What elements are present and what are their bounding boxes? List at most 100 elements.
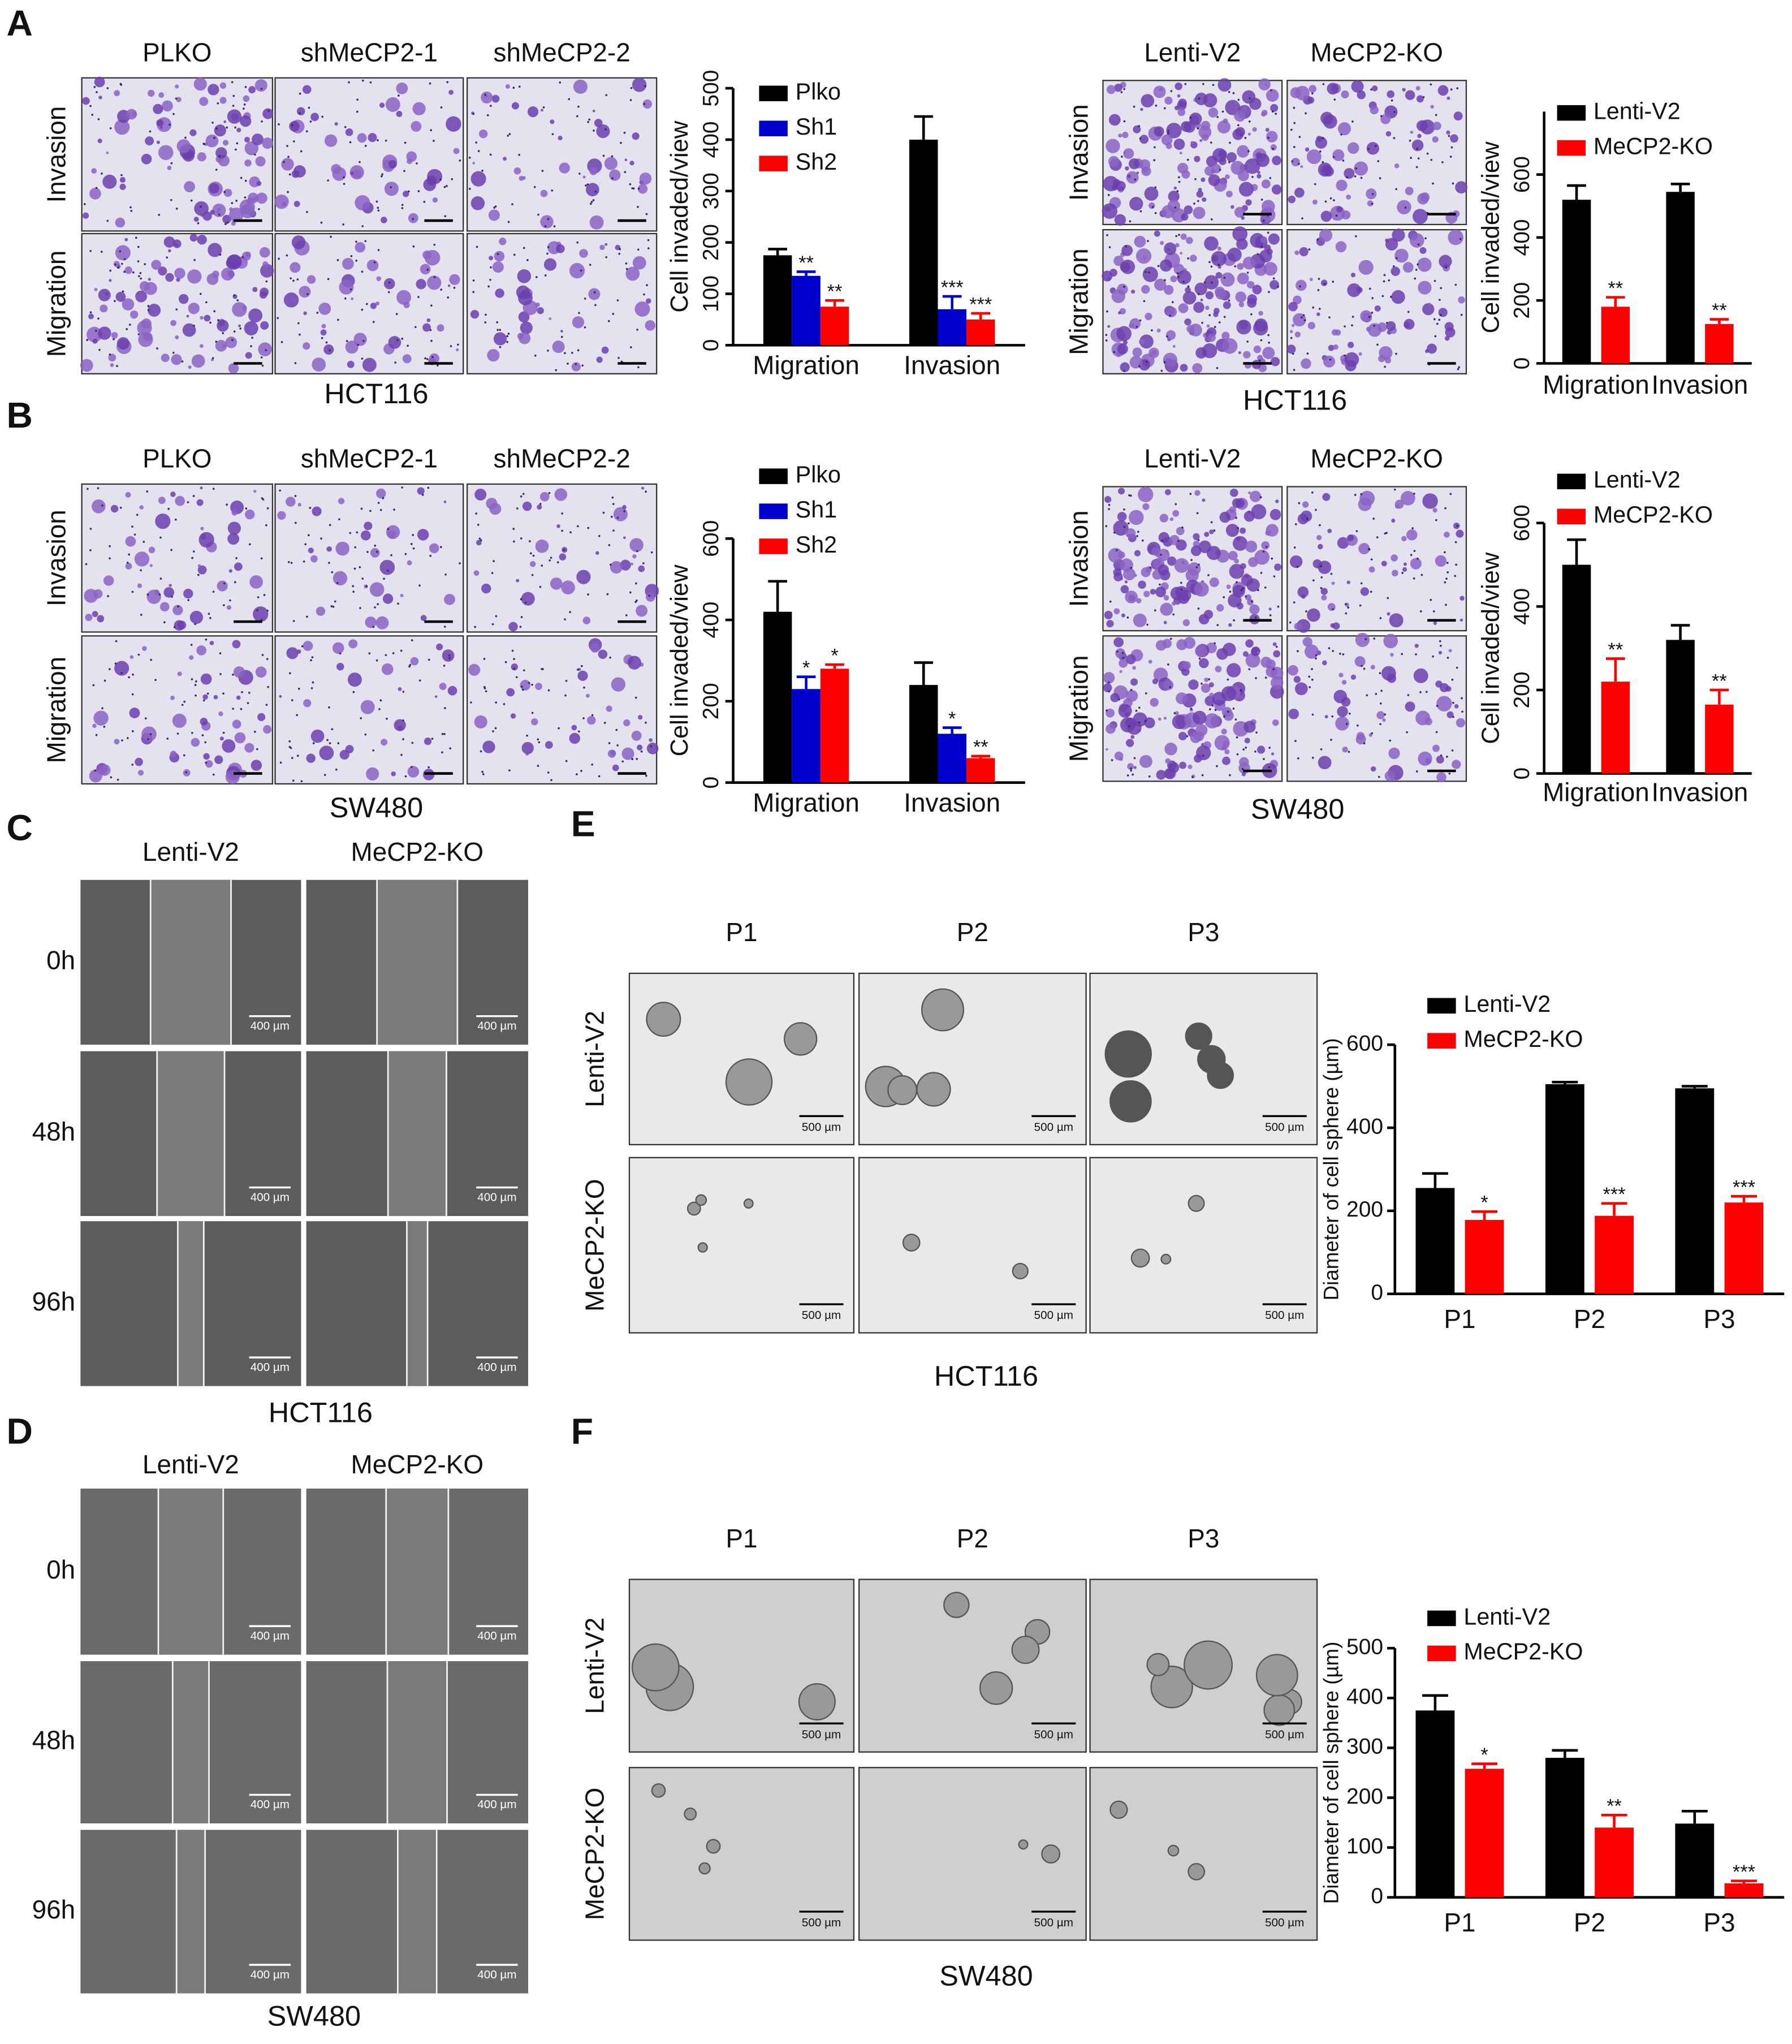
cell-stain [223,188,232,197]
cell-dot [1454,541,1457,544]
cell-stain [98,326,111,340]
cell-stain [596,124,610,139]
cell-dot [1344,325,1346,328]
cell-stain [1239,757,1249,767]
cell-dot [1126,774,1129,777]
cell-dot [1320,576,1323,579]
cell-dot [329,524,331,527]
cell-stain [1368,566,1375,573]
cell-dot [640,750,643,753]
cell-stain [482,740,495,753]
cell-dot [1426,152,1429,155]
cell-stain [403,191,409,197]
cell-dot [496,321,499,324]
cell-dot [1297,650,1299,653]
cell-dot [286,145,288,147]
cell-dot [1128,522,1130,525]
cell-dot [629,99,632,101]
cell-stain [366,259,379,271]
cell-dot [1129,220,1132,223]
cell-dot [292,779,295,782]
cell-stain [262,137,274,149]
error-bar [914,661,934,685]
y-tick-label: 200 [699,224,723,261]
cell-stain [1342,747,1348,753]
cell-dot [1235,516,1237,519]
cell-dot [1184,83,1187,85]
column-label: shMeCP2-2 [494,444,631,473]
cell-dot [299,333,301,336]
cell-stain [1106,723,1116,734]
significance: *** [1603,1184,1625,1205]
cell-stain [135,757,143,766]
scale-label: 400 µm [251,1798,290,1811]
cell-dot [194,623,196,626]
cell-dot [538,741,541,744]
cell-stain [244,743,254,753]
cell-dot [375,550,378,553]
column-label: shMeCP2-2 [494,37,631,67]
cell-stain [1125,590,1138,603]
cell-dot [1223,715,1225,718]
cell-stain [1175,243,1180,248]
cell-stain [505,84,510,89]
cell-line-caption: SW480 [939,1959,1033,1991]
cell-dot [1272,148,1275,150]
cell-dot [279,489,281,492]
y-axis-label: Diameter of cell sphere (µm) [1319,1642,1342,1904]
cell-stain [1120,362,1130,372]
cell-stain [212,203,226,217]
cell-stain [375,616,389,629]
cell-dot [1329,197,1332,200]
row-label: MeCP2-KO [580,1788,610,1921]
cell-dot [1194,178,1197,180]
cell-stain [606,705,612,712]
cell-dot [348,81,350,84]
bar [1595,1215,1634,1294]
cell-dot [291,699,293,701]
cell-stain [1289,555,1303,568]
cell-dot [1411,527,1414,529]
cell-stain [1351,80,1364,93]
cell-stain [448,89,454,95]
cell-dot [1456,666,1458,669]
cell-stain [318,302,331,315]
legend-label: Sh1 [796,114,837,140]
legend-label: Plko [796,79,841,105]
cell-dot [611,177,614,180]
cell-stain [1383,633,1398,649]
cell-stain [245,509,255,520]
cell-stain [256,181,262,186]
cell-dot [526,734,528,737]
cell-dot [516,507,519,510]
cell-stain [82,212,89,219]
cell-stain [474,488,487,501]
cell-stain [167,166,172,170]
cell-dot [204,741,207,744]
cell-dot [571,351,573,354]
cell-dot [564,352,566,355]
cell-dot [506,335,509,338]
cell-dot [634,582,637,585]
cell-stain [1161,134,1173,146]
cell-dot [217,102,219,105]
cell-stain [257,713,266,721]
y-tick-label: 0 [699,339,723,352]
cell-stain [369,582,385,597]
y-tick-label: 200 [1346,1784,1383,1809]
cell-stain [189,129,197,136]
cell-dot [440,288,443,291]
legend-swatch [759,85,788,101]
cell-stain [1132,666,1136,670]
cell-dot [1233,619,1235,622]
cell-stain [1238,351,1241,355]
cell-dot [1196,512,1199,515]
sphere [1184,1640,1233,1690]
cell-dot [1312,579,1315,581]
cell-dot [604,128,607,131]
cell-stain [1266,89,1279,102]
cell-dot [1254,616,1257,619]
cell-stain [545,741,553,749]
cell-dot [421,494,424,496]
cell-stain [1346,195,1351,200]
